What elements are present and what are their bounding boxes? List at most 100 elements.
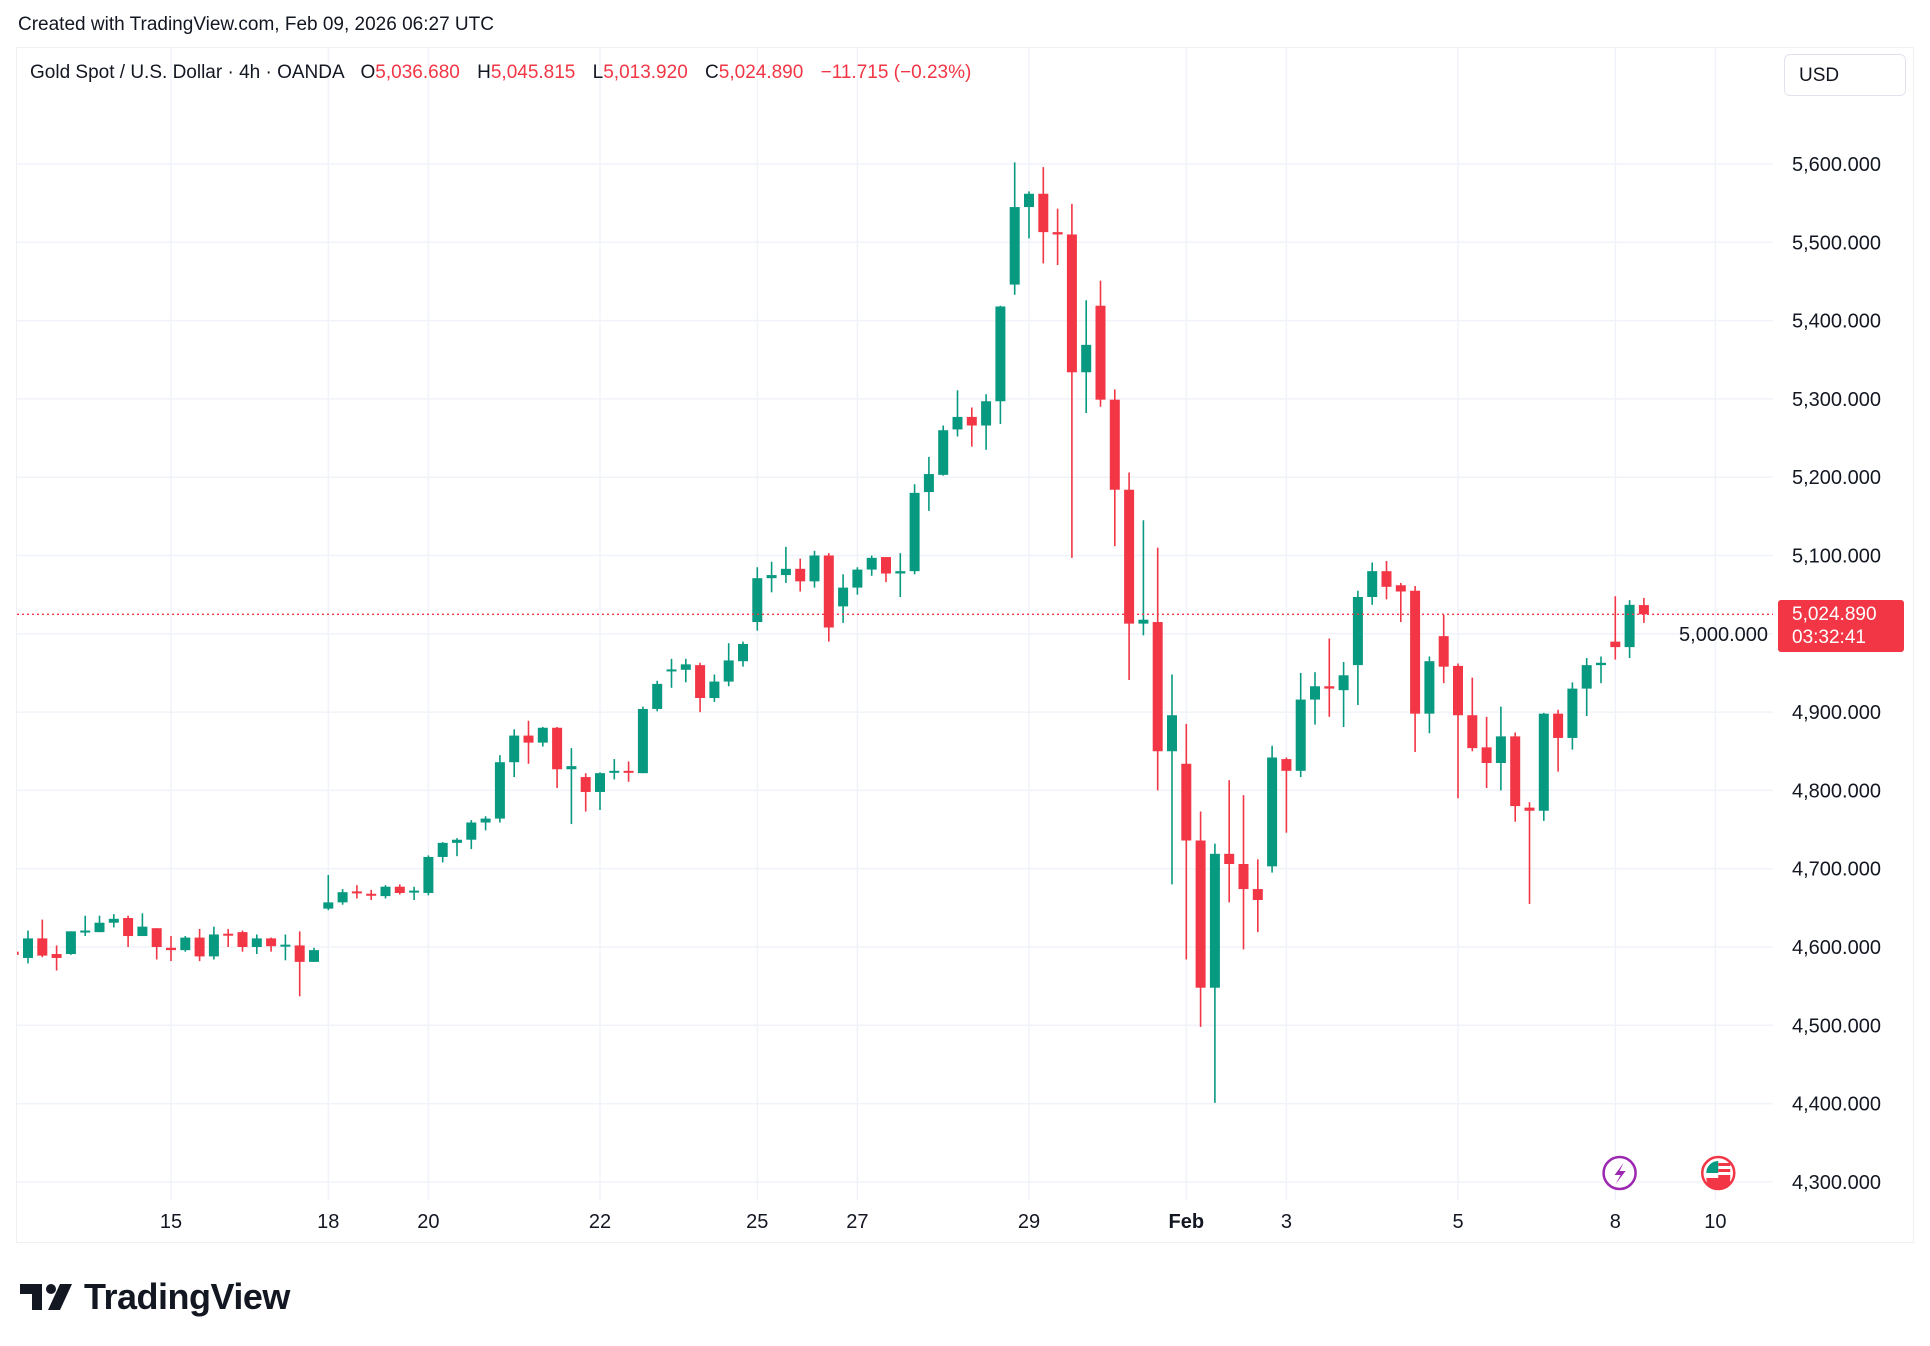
candle-up: [566, 748, 577, 825]
candle-up: [1538, 712, 1549, 821]
candle-body: [1281, 759, 1292, 771]
candle-up: [452, 838, 462, 857]
candle-down: [1524, 802, 1535, 904]
candle-up: [595, 772, 605, 810]
candle-body: [151, 928, 162, 947]
candle-body: [766, 575, 777, 579]
tradingview-logo[interactable]: TradingView: [20, 1276, 290, 1318]
candle-down: [151, 928, 162, 960]
candle-down: [1109, 389, 1120, 547]
candle-up: [652, 680, 663, 712]
candle-body: [909, 492, 920, 572]
candle-body: [65, 931, 76, 955]
candle-down: [881, 557, 891, 583]
candle-body: [309, 950, 319, 962]
candle-body: [1310, 686, 1320, 700]
tradingview-logo-text: TradingView: [84, 1276, 290, 1317]
candle-body: [208, 934, 219, 957]
candle-up: [1495, 706, 1506, 791]
candle-down: [237, 930, 248, 952]
lightning-event-icon: [1602, 1155, 1637, 1191]
candle-up: [637, 706, 648, 774]
x-tick-label: 29: [1018, 1211, 1040, 1233]
x-tick-label: 27: [846, 1211, 868, 1233]
candle-up: [852, 567, 863, 595]
candle-body: [1209, 853, 1220, 988]
candle-body: [1324, 686, 1335, 689]
candle-up: [423, 855, 434, 896]
candle-body: [952, 416, 963, 430]
currency-button[interactable]: USD: [1784, 54, 1906, 96]
candle-up: [1596, 656, 1606, 684]
candle-up: [780, 546, 791, 583]
candle-body: [809, 555, 820, 582]
candle-body: [94, 922, 105, 933]
low-label: L: [592, 62, 604, 83]
candle-body: [1195, 840, 1206, 988]
candle-body: [1081, 344, 1092, 373]
candle-body: [394, 886, 405, 893]
candle-body: [1066, 234, 1077, 373]
candle-body: [294, 945, 305, 962]
candle-body: [652, 683, 663, 709]
candle-up: [952, 390, 963, 437]
x-tick-label: 25: [746, 1211, 768, 1233]
candle-down: [1066, 203, 1077, 558]
candle-down: [1324, 638, 1335, 717]
candle-body: [1395, 585, 1406, 592]
candle-body: [480, 818, 491, 823]
candle-body: [194, 937, 205, 957]
candle-body: [738, 643, 748, 662]
candle-up: [981, 394, 992, 450]
events: [1602, 1155, 1736, 1191]
y-tick-label: 4,300.000: [1792, 1172, 1881, 1194]
candle-up: [409, 886, 420, 901]
candle-body: [680, 664, 691, 670]
candle-down: [123, 915, 134, 947]
candle-down: [223, 928, 234, 947]
candle-body: [1238, 864, 1249, 890]
close-value: 5,024.890: [718, 62, 804, 83]
candle-up: [494, 755, 505, 823]
price-axis[interactable]: 5,600.000 5,500.000 5,400.000 5,300.000 5,20…: [1679, 154, 1881, 1194]
candle-body: [452, 839, 462, 843]
candle-up: [752, 567, 763, 631]
x-tick-label: 3: [1281, 1211, 1292, 1233]
candle-up: [65, 931, 76, 955]
candle-body: [723, 660, 734, 682]
candle-body: [1095, 305, 1106, 400]
candle-body: [509, 735, 520, 763]
candle-up: [437, 842, 448, 863]
candle-down: [366, 889, 377, 901]
candle-up: [1138, 520, 1149, 636]
candle-up: [1581, 658, 1592, 717]
tradingview-logo-icon: [20, 1284, 72, 1310]
x-tick-label: 20: [417, 1211, 439, 1233]
time-axis[interactable]: 15 18 20 22 25 27 29 Feb 3 5 8 10: [160, 1211, 1727, 1233]
candle-down: [1152, 547, 1163, 791]
candle-up: [1081, 300, 1092, 413]
candle-body: [1567, 688, 1578, 738]
candle-up: [909, 484, 920, 575]
candle-body: [1024, 193, 1034, 208]
candle-body: [1610, 641, 1621, 648]
candle-down: [37, 919, 48, 958]
symbol-title[interactable]: Gold Spot / U.S. Dollar · 4h · OANDA: [30, 62, 345, 83]
candle-down: [1481, 716, 1492, 789]
candle-up: [251, 934, 262, 955]
candle-body: [852, 569, 863, 588]
candle-down: [966, 407, 977, 447]
candle-down: [266, 937, 277, 952]
candle-down: [1252, 859, 1263, 933]
candle-down: [394, 884, 405, 895]
candle-body: [523, 735, 534, 743]
candle-body: [1009, 207, 1020, 285]
candle-body: [995, 306, 1006, 402]
candle-body: [823, 555, 834, 628]
candle-body: [580, 777, 591, 792]
x-tick-label: 8: [1610, 1211, 1621, 1233]
candle-body: [709, 681, 720, 699]
candle-body: [1424, 661, 1435, 714]
candle-up: [995, 305, 1006, 424]
